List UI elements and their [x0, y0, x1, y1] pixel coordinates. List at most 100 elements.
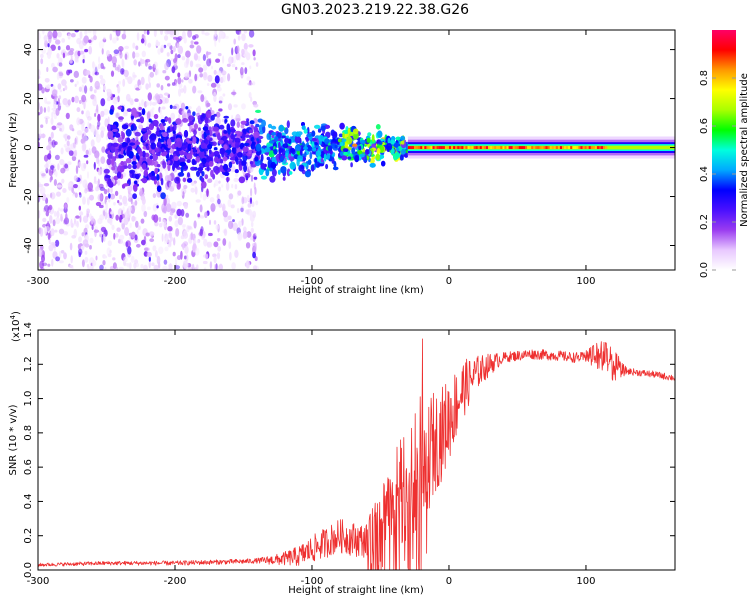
spectrogram-cell [159, 123, 164, 131]
spectrogram-cell [61, 79, 67, 86]
spectrogram-cell [144, 38, 147, 46]
spectrogram-cell [85, 110, 91, 119]
spectrogram-cell [242, 226, 247, 233]
spectrogram-cell [50, 44, 56, 51]
snr-y-scale-base: (x10 [11, 319, 22, 342]
spectrogram-cell [156, 41, 161, 47]
spectrogram-cell [165, 166, 169, 176]
spectrogram-cell [159, 107, 162, 115]
spectrogram-cell [347, 156, 352, 160]
spectrogram-cell [169, 126, 173, 132]
spectrogram-cell [112, 37, 117, 44]
spectrogram-cell [135, 220, 139, 228]
spectrogram-cell [107, 130, 114, 139]
spectrogram-cell [590, 146, 593, 149]
spectrogram-cell [213, 126, 219, 132]
spectrogram-cell [314, 124, 321, 129]
spectrogram-cell [192, 111, 196, 116]
spectrogram-cell [115, 132, 120, 138]
spectrogram-cell [53, 210, 57, 217]
spectrogram-cell [206, 241, 213, 248]
spectrogram-cell [160, 84, 164, 91]
spectrogram-cell [82, 59, 85, 64]
spectrogram-cell [65, 112, 70, 120]
spectrogram-cell [149, 100, 152, 106]
spectrogram-cell [97, 193, 103, 202]
spectrogram-cell [240, 207, 244, 212]
spectrogram-cell [57, 207, 61, 212]
spectrogram-cell [195, 247, 200, 256]
spectrogram-cell [216, 86, 222, 92]
spectrogram-cell [107, 253, 112, 258]
spectrogram-cell [59, 127, 62, 132]
spectrogram-cell [281, 148, 286, 156]
spectrogram-cell [492, 146, 495, 149]
spectrogram-cell [98, 56, 101, 64]
spectrogram-cell [121, 219, 125, 224]
colorbar-tick-label: 0.2 [699, 214, 710, 230]
spectrogram-cell [45, 85, 51, 89]
spectrogram-cell [47, 153, 52, 160]
spectrogram-cell [74, 55, 77, 63]
spectrogram-cell [141, 162, 147, 170]
spectrogram-cell [162, 132, 168, 138]
spectrogram-cell [255, 109, 262, 113]
spectrogram-cell [73, 175, 78, 182]
spectrogram-cell [47, 232, 51, 240]
spectrogram-cell [127, 246, 132, 255]
spectrogram-cell [268, 150, 275, 158]
spectrogram-cell [71, 96, 75, 103]
spectrogram-cell [93, 229, 100, 233]
spectrogram-cell [251, 156, 254, 163]
spectrogram-cell [183, 112, 189, 119]
spectrogram-cell [125, 157, 132, 164]
spectrogram-cell [81, 143, 87, 152]
spectrogram-cell [210, 114, 215, 121]
spectrogram-cell [165, 234, 170, 243]
spectrogram-cell [219, 159, 223, 164]
spectrogram-cell [375, 153, 381, 161]
spectrogram-cell [106, 97, 111, 102]
spectrogram-cell [189, 121, 194, 125]
spectrogram-cell [79, 215, 82, 223]
spectrogram-cell [239, 67, 244, 76]
spectrogram-cell [153, 264, 159, 270]
spectrogram-cell [243, 164, 248, 173]
spectrogram-cell [254, 186, 257, 195]
spectrogram-cell [228, 193, 234, 200]
spectrogram-cell [45, 161, 48, 171]
spectrogram-cell [282, 143, 289, 149]
spectrogram-cell [156, 151, 161, 157]
spectrogram-cell [428, 146, 431, 149]
spectrogram-cell [332, 166, 339, 171]
spectrogram-cell [213, 147, 218, 151]
spectrogram-cell [62, 52, 66, 59]
spectrogram-cell [195, 156, 201, 163]
spectrogram-cell [187, 30, 192, 38]
spectrogram-cell [334, 144, 338, 149]
spectrogram-cell [196, 240, 200, 244]
spectrogram-cell [100, 226, 107, 233]
spectrogram-cell [237, 35, 241, 41]
spectrogram-cell [580, 146, 583, 149]
spectrogram-cell [158, 246, 164, 255]
spectrogram-cell [179, 161, 187, 167]
spectrogram-cell [253, 131, 260, 138]
spectrogram-cell [347, 127, 351, 135]
spectrogram-cell [265, 168, 270, 177]
spectrogram-cell [182, 118, 189, 123]
spectrogram-cell [141, 177, 148, 184]
spectrogram-cell [115, 233, 119, 238]
spectrogram-cell [104, 266, 107, 270]
spectrogram-cell [195, 63, 201, 68]
spectrogram-cell [156, 174, 160, 181]
spectrogram-frame [37, 29, 676, 271]
spectrogram-cell [99, 193, 104, 202]
spectrogram-cell [50, 165, 55, 170]
spectrogram-cell [221, 70, 227, 76]
spectrogram-cell [284, 137, 290, 144]
spectrogram-cell [103, 233, 106, 242]
spectrogram-cell [124, 53, 128, 60]
spectrogram-cell [134, 234, 138, 241]
spectrogram-cell [284, 127, 289, 135]
